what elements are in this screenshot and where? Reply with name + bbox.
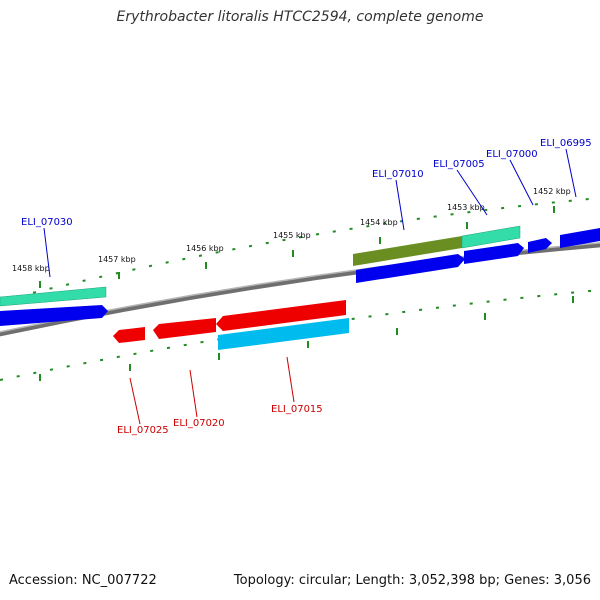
gene-feature-cds[interactable] (113, 327, 145, 343)
gene-feature-cds[interactable] (356, 254, 465, 283)
scale-label: 1456 kbp (186, 244, 224, 253)
leader-line (43, 227, 51, 278)
scale-label: 1453 kbp (447, 203, 485, 212)
leader-line (286, 356, 295, 403)
leader-line (565, 148, 577, 198)
forward-tick-track (0, 197, 600, 302)
genome-summary-text: Topology: circular; Length: 3,052,398 bp… (233, 573, 591, 588)
gene-label-forward[interactable]: ELI_07000 (486, 149, 538, 160)
gene-feature-cds[interactable] (153, 318, 216, 339)
gene-feature-cds[interactable] (216, 300, 346, 331)
gene-feature-cds[interactable] (0, 305, 108, 326)
reverse-features (113, 300, 349, 350)
gene-label-forward[interactable]: ELI_07005 (433, 159, 485, 170)
gene-feature-rna[interactable] (461, 225, 521, 249)
gene-label-forward[interactable]: ELI_07010 (372, 169, 424, 180)
gene-feature-cds[interactable] (464, 243, 524, 264)
accession-text: Accession: NC_007722 (9, 573, 157, 588)
leader-line (456, 169, 488, 216)
reverse-major-ticks (39, 296, 574, 381)
scale-label: 1457 kbp (98, 255, 136, 264)
gene-label-reverse[interactable]: ELI_07025 (117, 425, 169, 436)
scale-label: 1458 kbp (12, 264, 50, 273)
gene-label-reverse[interactable]: ELI_07020 (173, 418, 225, 429)
gene-feature-cds[interactable] (560, 228, 600, 248)
forward-major-ticks (39, 206, 555, 288)
gene-feature-cds[interactable] (218, 318, 349, 350)
leader-line (129, 377, 141, 425)
gene-label-forward[interactable]: ELI_06995 (540, 138, 592, 149)
gene-feature-cds[interactable] (528, 238, 552, 253)
leader-line (189, 369, 198, 418)
scale-label: 1452 kbp (533, 187, 571, 196)
forward-features (0, 225, 600, 326)
reverse-tick-track (0, 289, 600, 381)
gene-feature-rna[interactable] (0, 286, 107, 307)
gene-label-forward[interactable]: ELI_07030 (21, 217, 73, 228)
scale-label: 1455 kbp (273, 231, 311, 240)
gene-feature-cds[interactable] (353, 236, 462, 266)
leader-line (509, 159, 534, 206)
leader-line (395, 179, 405, 231)
scale-label: 1454 kbp (360, 218, 398, 227)
map-title: Erythrobacter litoralis HTCC2594, comple… (116, 9, 484, 25)
gene-label-reverse[interactable]: ELI_07015 (271, 404, 323, 415)
